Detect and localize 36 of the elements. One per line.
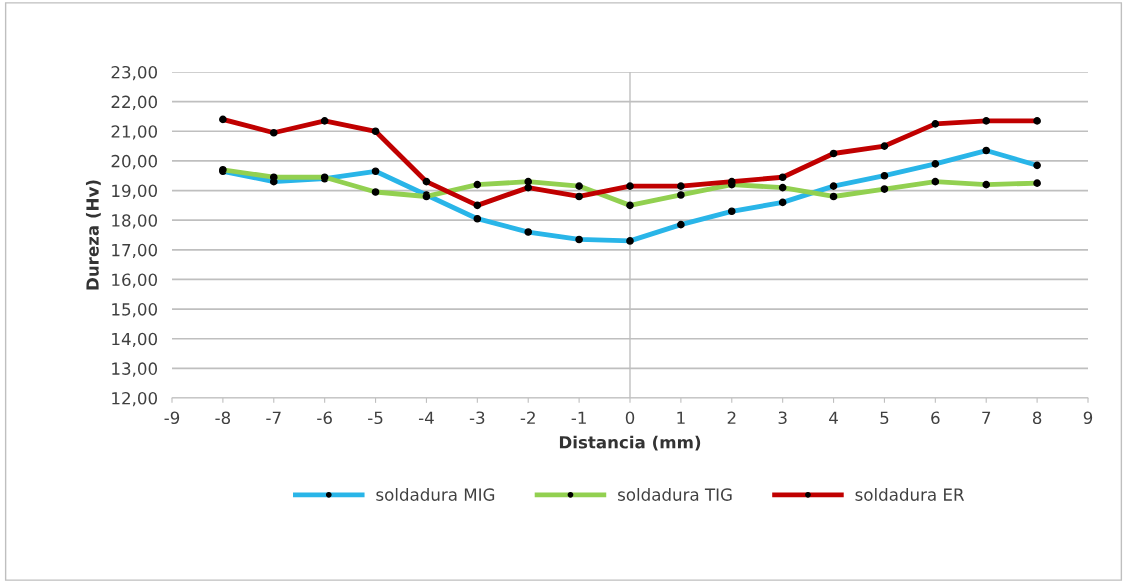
x-tick-label: -6 (317, 411, 332, 425)
x-tick-label: -9 (164, 411, 180, 425)
x-tick-label: -1 (571, 411, 586, 424)
y-tick-label: 18,00 (112, 214, 157, 229)
y-tick-label: 17,00 (112, 243, 157, 259)
x-tick-label: 4 (829, 411, 838, 424)
x-tick-label: 5 (880, 411, 889, 425)
x-tick-label: 9 (1083, 411, 1093, 425)
x-tick-label: 1 (677, 411, 685, 424)
legend-label: soldadura TIG (618, 487, 732, 501)
x-tick-label: 2 (727, 411, 736, 424)
x-tick-label: -8 (215, 411, 231, 425)
x-tick-label: -7 (266, 411, 281, 424)
x-axis-title: Distancia (mm) (559, 435, 701, 451)
y-tick-label: 14,00 (112, 332, 157, 347)
y-tick-label: 13,00 (112, 362, 157, 377)
x-tick-label: -5 (368, 411, 383, 425)
x-tick-label: 6 (931, 411, 940, 425)
y-tick-label: 12,00 (112, 391, 157, 407)
y-tick-label: 23,00 (111, 65, 157, 81)
x-tick-label: 7 (982, 411, 991, 424)
y-tick-label: 15,00 (112, 303, 157, 318)
x-tick-label: -3 (469, 411, 485, 425)
y-tick-label: 20,00 (111, 154, 157, 170)
y-axis-title: Dureza (Hv) (85, 180, 101, 290)
legend-label: soldadura ER (855, 487, 965, 501)
y-tick-label: 16,00 (112, 273, 157, 288)
x-tick-label: -4 (418, 411, 434, 424)
legend-label: soldadura MIG (376, 487, 495, 501)
x-tick-label: 3 (778, 411, 787, 425)
y-tick-label: 19,00 (112, 184, 157, 199)
y-tick-label: 21,00 (111, 125, 157, 140)
x-tick-label: 8 (1032, 411, 1042, 425)
x-tick-label: -2 (520, 411, 535, 424)
y-tick-label: 22,00 (111, 95, 157, 110)
x-tick-label: 0 (625, 411, 635, 425)
